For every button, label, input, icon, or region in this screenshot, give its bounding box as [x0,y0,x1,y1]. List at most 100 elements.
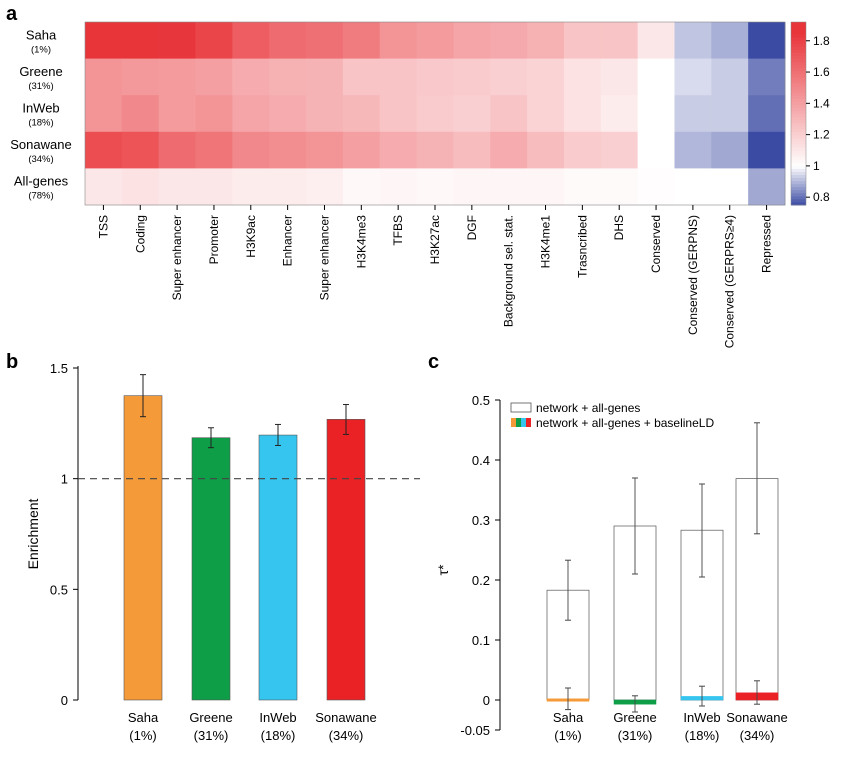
colorbar-segment [791,137,806,142]
heatmap-row-label: InWeb [22,101,59,116]
category-pct-label: (34%) [740,728,775,743]
legend-label: network + all-genes [536,401,640,415]
heatmap-cell-2-0 [85,95,123,133]
heatmap-cell-0-8 [379,22,417,59]
colorbar-segment [791,171,806,175]
heatmap-cell-0-6 [306,22,344,59]
heatmap-cell-4-9 [416,168,454,206]
heatmap-col-label: H3K9ac [244,215,258,258]
colorbar-segment [791,174,806,179]
y-tick-label: 0.4 [472,453,490,468]
heatmap-cell-2-5 [269,95,307,133]
heatmap-cell-2-17 [711,95,749,133]
heatmap-cell-0-11 [490,22,528,59]
heatmap-cell-2-13 [563,95,602,133]
heatmap-cell-4-4 [232,168,270,206]
colorbar-segment [791,70,806,75]
colorbar-segment [791,144,806,148]
heatmap-cell-3-3 [195,131,233,169]
y-tick-label: 0 [61,693,68,708]
category-label: Saha [128,710,159,725]
heatmap-cell-3-18 [748,131,786,169]
heatmap-cell-1-17 [711,58,749,96]
heatmap-cell-4-5 [269,168,307,206]
bar-chart-panel-b: 0 0.5 1 1.5 Enrichment Saha (1%) Greene (31%) InW… [25,361,420,743]
category-label: Sonawane [726,710,787,725]
heatmap-cell-3-9 [416,131,454,169]
heatmap-cell-3-2 [158,131,196,169]
colorbar-segment [791,28,806,32]
category-pct-label: (1%) [129,728,156,743]
heatmap-col-label: Conserved (GERPRS≥4) [723,215,737,348]
heatmap-col-label: Conserved [649,215,663,273]
colorbar-segment [791,73,806,78]
colorbar-segment [791,104,806,108]
heatmap-cell-3-0 [85,131,123,169]
bar-chart-panel-c: -0.05 0 0.1 0.2 0.3 0.4 0.5 τ* Saha (1%) Greene (31… [435,393,788,743]
heatmap-cell-2-14 [600,95,639,133]
heatmap-cell-4-18 [748,168,786,206]
y-tick-label: -0.05 [460,723,490,738]
heatmap-row-label: Sonawane [10,137,71,152]
colorbar-segment [791,116,806,121]
colorbar-segment [791,165,806,169]
colorbar-segment [791,89,806,93]
legend-swatch-color [516,418,521,427]
colorbar: 0.8 1 1.2 1.4 1.6 1.8 [790,21,830,206]
heatmap-col-label: H3K4me3 [354,215,368,269]
heatmap-cell-2-8 [379,95,417,133]
colorbar-segment [791,134,806,139]
heatmap-cell-2-4 [232,95,270,133]
panel-letter-a: a [6,3,18,25]
colorbar-segment [791,180,806,185]
heatmap-cell-1-8 [379,58,417,96]
y-tick-label: 1.5 [50,361,68,376]
heatmap-col-label: Super enhancer [317,215,331,300]
heatmap-cell-2-11 [490,95,528,133]
heatmap-cell-1-13 [563,58,602,96]
heatmap-col-label: H3K4me1 [539,215,553,269]
heatmap-col-label: DGF [465,215,479,240]
heatmap-col-label: Coding [133,215,147,253]
colorbar-segment [791,131,806,136]
heatmap-col-label: Trasncribed [575,215,589,278]
heatmap-cell-2-18 [748,95,786,133]
colorbar-segment [791,22,806,26]
heatmap-cell-3-8 [379,131,417,169]
colorbar-segment [791,119,806,124]
heatmap-cell-3-10 [453,131,491,169]
heatmap-row-label: All-genes [14,174,69,189]
panel-letter-c: c [428,351,439,373]
y-tick-label: 0.1 [472,633,490,648]
heatmap-col-label: DHS [612,215,626,240]
colorbar-segment [791,37,806,41]
heatmap-cell-1-16 [674,58,712,96]
colorbar-tick-label: 1.6 [813,65,830,79]
heatmap-cell-4-14 [600,168,639,206]
category-label: Saha [553,710,584,725]
heatmap-cell-4-15 [637,168,675,206]
colorbar-segment [791,98,806,102]
colorbar-segment [791,177,806,182]
category-label: Greene [613,710,656,725]
heatmap-cell-0-1 [121,22,160,59]
heatmap-cell-1-5 [269,58,307,96]
heatmap-cell-0-15 [637,22,675,59]
heatmap-cell-1-2 [158,58,196,96]
colorbar-segment [791,162,806,166]
heatmap-cell-0-3 [195,22,233,59]
heatmap-cell-3-12 [527,131,565,169]
colorbar-segment [791,125,806,130]
legend-swatch-outline [510,402,532,413]
colorbar-segment [791,43,806,47]
heatmap-col-label: H3K27ac [428,215,442,264]
heatmap-cell-3-16 [674,131,712,169]
heatmap-cell-3-1 [121,131,160,169]
heatmap-cell-1-6 [306,58,344,96]
heatmap-cell-1-15 [637,58,675,96]
bar-sonawane [326,419,366,701]
heatmap-row-label: Saha [26,27,57,42]
heatmap-panel-a: Saha (1%) Greene (31%) InWeb (18%) Sonawane (34… [10,21,786,348]
colorbar-segment [791,64,806,69]
y-tick-label: 0.5 [50,582,68,597]
